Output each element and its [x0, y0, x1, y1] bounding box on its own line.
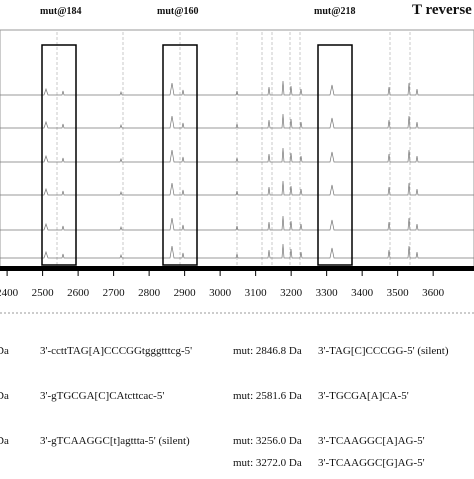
cell: 3'-ccttTAG[A]CCCGGtgggtttcg-5'	[40, 345, 192, 357]
cell: mut: 2581.6 Da	[233, 390, 302, 402]
cell: 3'-TGCGA[A]CA-5'	[318, 390, 409, 402]
x-tick-label: 2900	[174, 287, 197, 299]
x-tick-label: 3200	[280, 287, 303, 299]
x-tick-label: 2800	[138, 287, 161, 299]
cell: mut: 2846.8 Da	[233, 345, 302, 357]
x-tick-label: 2400	[0, 287, 19, 299]
cell: 3'-TCAAGGC[G]AG-5'	[318, 457, 425, 469]
cell: 3'-gTGCGA[C]CAtcttcac-5'	[40, 390, 164, 402]
peak-label: mut@160	[157, 6, 199, 17]
peak-label: mut@184	[40, 6, 82, 17]
cell: mut: 3272.0 Da	[233, 457, 302, 469]
x-tick-label: 3600	[422, 287, 445, 299]
x-tick-label: 3400	[351, 287, 374, 299]
cell: mut: 3256.0 Da	[233, 435, 302, 447]
x-tick-label: 3000	[209, 287, 232, 299]
cell: 3'-TAG[C]CCCGG-5' (silent)	[318, 345, 449, 357]
highlight-box	[41, 44, 77, 266]
highlight-box	[162, 44, 198, 266]
x-tick-label: 2700	[103, 287, 126, 299]
x-tick-label: 2600	[67, 287, 90, 299]
table: Da 3'-ccttTAG[A]CCCGGtgggtttcg-5' mut: 2…	[0, 345, 449, 469]
highlight-box	[317, 44, 353, 266]
cell: Da	[0, 390, 9, 402]
x-tick-label: 3500	[387, 287, 410, 299]
cell: Da	[0, 345, 9, 357]
guides	[56, 32, 411, 266]
x-tick-label: 2500	[32, 287, 55, 299]
x-axis	[0, 266, 474, 271]
cell: 3'-gTCAAGGC[t]agttta-5' (silent)	[40, 435, 190, 447]
cell: Da	[0, 435, 9, 447]
cell: 3'-TCAAGGC[A]AG-5'	[318, 435, 425, 447]
x-tick-label: 3300	[316, 287, 339, 299]
peak-label: mut@218	[314, 6, 356, 17]
panel-title: T reverse	[412, 2, 472, 18]
x-tick-label: 3100	[245, 287, 268, 299]
